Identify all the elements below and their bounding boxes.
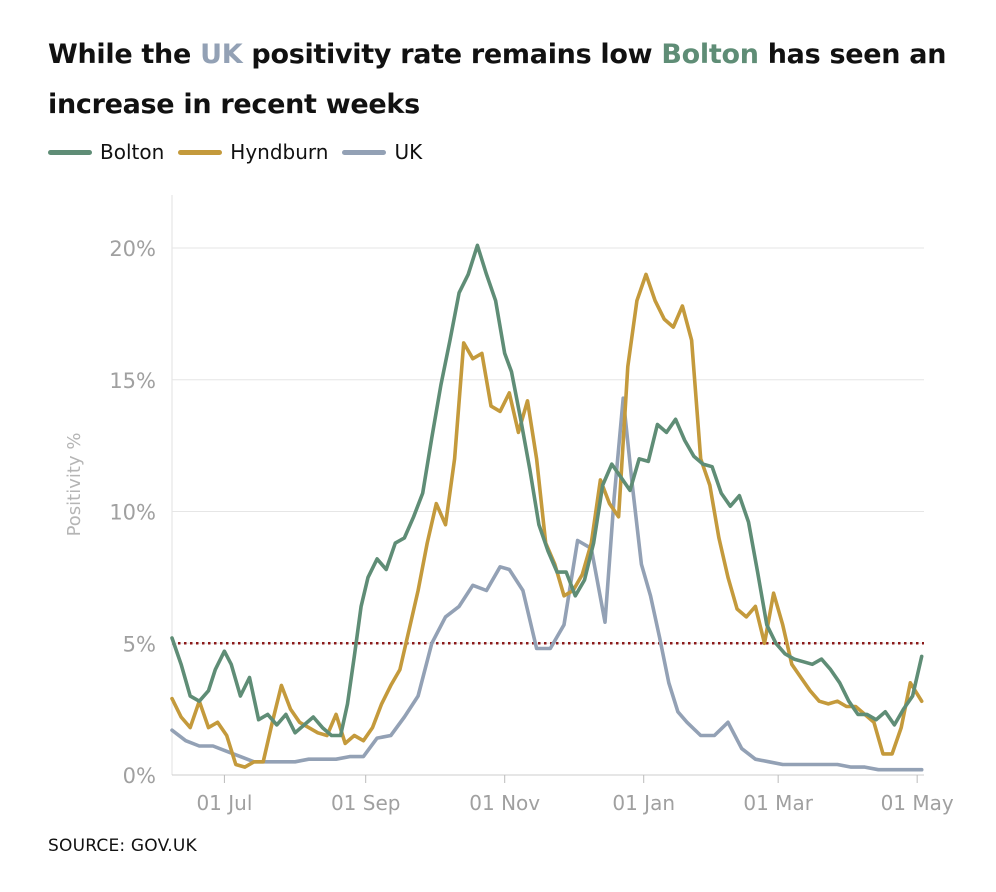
legend-label-bolton: Bolton xyxy=(100,140,165,164)
y-tick-label: 5% xyxy=(123,632,156,656)
series-line-bolton xyxy=(170,243,924,738)
source-note: SOURCE: GOV.UK xyxy=(48,836,197,856)
series-line-uk xyxy=(170,396,924,772)
title-part1: While the xyxy=(48,39,201,70)
legend-swatch-uk xyxy=(342,149,387,155)
legend-label-hyndburn: Hyndburn xyxy=(230,140,329,164)
title-uk: UK xyxy=(200,39,243,70)
legend: Bolton Hyndburn UK xyxy=(48,140,436,164)
x-tick-label: 01 May xyxy=(881,791,954,815)
y-tick-label: 0% xyxy=(123,764,156,788)
series-line-hyndburn xyxy=(170,272,924,769)
y-tick-label: 10% xyxy=(109,501,156,525)
x-tick-label: 01 Nov xyxy=(469,791,540,815)
title-part3: has seen an increase in recent weeks xyxy=(48,39,947,120)
legend-swatch-bolton xyxy=(48,149,92,155)
legend-swatch-hyndburn xyxy=(178,149,223,155)
x-tick-label: 01 Mar xyxy=(743,791,813,815)
title-part2: positivity rate remains low xyxy=(242,39,662,70)
legend-item-hyndburn: Hyndburn xyxy=(178,140,328,164)
legend-label-uk: UK xyxy=(394,140,423,164)
y-axis-label: Positivity % xyxy=(64,433,85,537)
title-bolton: Bolton xyxy=(661,39,759,70)
chart-title: While the UK positivity rate remains low… xyxy=(48,30,948,130)
legend-item-uk: UK xyxy=(342,140,422,164)
x-tick-label: 01 Sep xyxy=(331,791,401,815)
y-tick-label: 20% xyxy=(109,237,156,261)
x-tick-label: 01 Jul xyxy=(196,791,252,815)
legend-item-bolton: Bolton xyxy=(48,140,164,164)
x-tick-label: 01 Jan xyxy=(612,791,675,815)
y-tick-label: 15% xyxy=(109,369,156,393)
